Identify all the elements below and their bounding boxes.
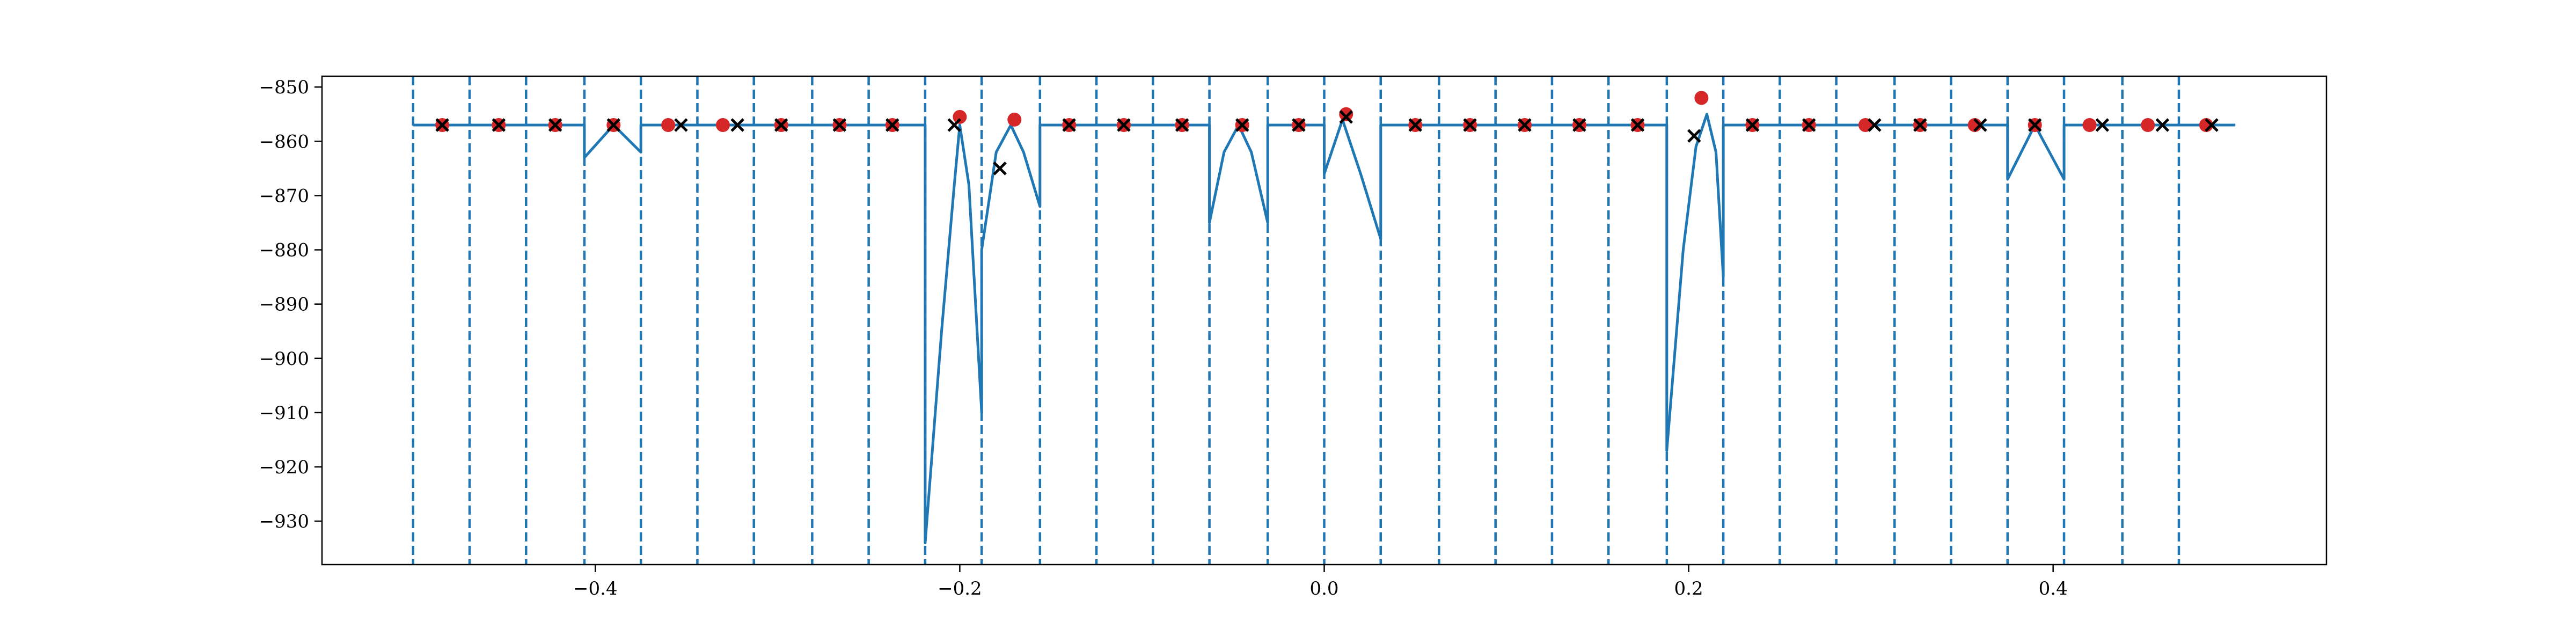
data-point-cross: [2155, 118, 2170, 132]
data-point-cross: [674, 118, 688, 132]
x-axis-ticks: −0.4 −0.2 0.0 0.2 0.4: [573, 565, 2068, 599]
y-tick-label: −930: [259, 511, 309, 532]
data-point-cross: [1802, 118, 1816, 132]
data-point-cross: [832, 118, 847, 132]
data-point-dot: [661, 118, 676, 132]
x-tick-label: 0.2: [1674, 578, 1703, 599]
series-line: [413, 113, 2236, 545]
data-point-dot: [1007, 112, 1022, 127]
data-point-cross: [492, 118, 506, 132]
data-point-cross: [1463, 118, 1477, 132]
data-point-cross: [1292, 118, 1306, 132]
data-point-cross: [993, 162, 1007, 175]
data-point-cross: [1630, 118, 1645, 132]
data-point-cross: [1572, 118, 1586, 132]
data-point-cross: [1175, 118, 1189, 132]
y-tick-label: −920: [259, 457, 309, 478]
x-tick-label: −0.4: [573, 578, 618, 599]
data-point-cross: [1687, 129, 1701, 143]
data-point-dot: [2082, 118, 2097, 132]
data-point-dot: [716, 118, 730, 132]
y-tick-label: −890: [259, 294, 309, 316]
data-point-cross: [1913, 118, 1927, 132]
data-point-cross: [1973, 118, 1987, 132]
data-point-cross: [1408, 118, 1423, 132]
data-point-cross: [1117, 118, 1131, 132]
data-point-cross: [2028, 118, 2042, 132]
y-axis-ticks: −850 −860 −870 −880 −890 −900 −910 −920 −930: [259, 77, 322, 532]
data-point-cross: [1518, 118, 1532, 132]
data-point-dot: [953, 109, 967, 124]
data-point-cross: [1745, 118, 1760, 132]
data-point-cross: [885, 118, 899, 132]
data-point-cross: [730, 118, 744, 132]
data-point-cross: [774, 118, 788, 132]
y-tick-label: −860: [259, 131, 309, 152]
data-point-cross: [1235, 118, 1249, 132]
series-cross-group: [435, 110, 2219, 175]
series-line-group: [413, 113, 2236, 545]
data-point-dot: [1858, 118, 1872, 132]
data-point-dot: [2141, 118, 2155, 132]
y-tick-label: −910: [259, 402, 309, 424]
x-tick-label: −0.2: [938, 578, 982, 599]
y-tick-label: −900: [259, 348, 309, 370]
data-point-cross: [1062, 118, 1076, 132]
data-point-cross: [1868, 118, 1882, 132]
data-point-cross: [548, 118, 562, 132]
data-point-cross: [947, 118, 961, 132]
x-tick-label: 0.4: [2039, 578, 2068, 599]
data-point-cross: [1339, 110, 1353, 124]
y-tick-label: −870: [259, 185, 309, 207]
data-point-dot: [1694, 91, 1709, 105]
data-point-cross: [2205, 118, 2219, 132]
data-point-cross: [435, 118, 449, 132]
y-tick-label: −850: [259, 77, 309, 98]
data-point-dot: [1339, 107, 1353, 121]
x-tick-label: 0.0: [1309, 578, 1338, 599]
data-point-cross: [606, 118, 621, 132]
data-point-cross: [2095, 118, 2110, 132]
y-tick-label: −880: [259, 240, 309, 261]
